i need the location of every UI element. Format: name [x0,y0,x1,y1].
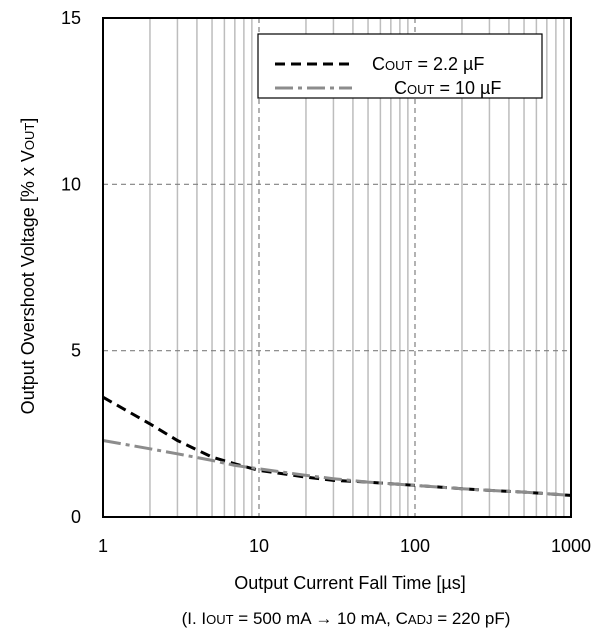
x-tick-labels: 1 10 100 1000 [98,536,591,556]
plot-frame [102,17,572,518]
minor-grid [149,18,565,517]
legend-box [257,33,543,99]
y-tick-label: 10 [61,174,81,194]
condition-note: (I. IOUT = 500 mA → 10 mA, CADJ = 220 pF… [182,609,511,628]
y-tick-labels: 0 5 10 15 [61,8,81,527]
x-axis-title: Output Current Fall Time [µs] [234,573,465,593]
series-line-c10 [102,439,572,497]
y-tick-label: 15 [61,8,81,28]
x-tick-label: 10 [249,536,269,556]
legend-label-c22: COUT = 2.2 µF [372,54,484,74]
y-tick-label: 5 [71,341,81,361]
legend-label-c10: COUT = 10 µF [394,78,501,98]
legend: COUT = 2.2 µF COUT = 10 µF [257,33,543,99]
series-line-c22 [102,395,572,497]
major-grid [103,18,571,517]
y-tick-label: 0 [71,507,81,527]
x-tick-label: 1 [98,536,108,556]
y-axis-title: Output Overshoot Voltage [% x VOUT] [18,118,38,415]
series-layer [102,395,572,497]
x-tick-label: 100 [400,536,430,556]
x-tick-label: 1000 [551,536,591,556]
